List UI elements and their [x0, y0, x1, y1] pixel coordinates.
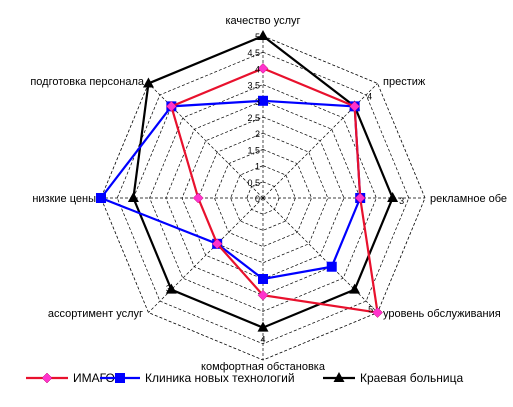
- axis-spoke: [262, 83, 378, 199]
- radial-tick-label: 5: [255, 32, 260, 42]
- legend-label: Краевая больница: [360, 371, 463, 385]
- data-point: [387, 192, 399, 202]
- radial-tick-label: 1: [255, 162, 260, 172]
- category-label: комфортная обстановка: [201, 361, 326, 373]
- grid-ring: [246, 181, 280, 215]
- data-point: [96, 193, 106, 203]
- data-label: 4: [260, 335, 265, 345]
- series-0: [166, 63, 383, 318]
- legend-label: ИМАГО: [73, 371, 115, 385]
- radial-tick-label: 2,5: [247, 113, 260, 123]
- data-point: [326, 261, 337, 272]
- grid-ring: [214, 149, 312, 247]
- data-point: [127, 192, 139, 202]
- data-point: [257, 289, 269, 301]
- legend-item: ИМАГО: [26, 371, 115, 385]
- data-point: [257, 30, 269, 40]
- category-labels: качество услуг престиж рекламное обе уровен…: [30, 15, 507, 373]
- radial-tick-label: 4: [255, 64, 260, 74]
- axis-spoke: [148, 83, 264, 199]
- category-label: престиж: [383, 76, 426, 88]
- grid-ring: [149, 84, 377, 312]
- radial-tick-label: 1,5: [247, 145, 260, 155]
- data-point: [349, 101, 360, 112]
- category-label: качество услуг: [225, 15, 300, 27]
- legend-marker: [41, 372, 53, 384]
- data-point: [354, 192, 366, 204]
- legend-item: Клиника новых технологий: [100, 371, 295, 385]
- legend-item: Краевая больница: [323, 371, 463, 385]
- data-point: [257, 63, 269, 74]
- data-point: [258, 95, 268, 106]
- data-label: 5: [368, 305, 373, 315]
- data-labels: 4 3 5 4 3: [166, 91, 404, 344]
- radial-tick-label: 0: [255, 194, 260, 204]
- data-point: [372, 307, 383, 318]
- data-point: [165, 283, 177, 294]
- legend-marker: [115, 373, 125, 383]
- legend-label: Клиника новых технологий: [145, 371, 295, 385]
- data-point: [142, 77, 154, 88]
- category-label: уровень обслуживания: [383, 308, 501, 320]
- grid-ring: [197, 132, 329, 264]
- radial-tick-label: 0,5: [247, 178, 260, 188]
- data-point: [166, 101, 177, 112]
- legend-marker: [333, 372, 345, 382]
- data-point: [192, 192, 204, 204]
- axis-spoke: [262, 197, 378, 313]
- data-point: [257, 321, 269, 332]
- radial-tick-label: 2: [255, 129, 260, 139]
- radial-tick-label: 3,5: [247, 81, 260, 91]
- radial-tick-label: 3: [255, 97, 260, 107]
- category-label: рекламное обе: [430, 193, 507, 205]
- data-point: [349, 283, 361, 294]
- radial-tick-labels: 0 0,5 1 1,5 2 2,5 3 3,5 4 4,5 5: [247, 32, 260, 204]
- category-label: подготовка персонала: [30, 76, 145, 88]
- category-label: низкие цены: [32, 193, 96, 205]
- data-label: 3: [399, 196, 404, 206]
- data-point: [258, 274, 268, 284]
- category-label: ассортимент услуг: [48, 308, 143, 320]
- legend: ИМАГО Клиника новых технологий Краевая бол…: [26, 371, 463, 385]
- grid-ring: [230, 165, 296, 231]
- radial-tick-label: 4,5: [247, 48, 260, 58]
- radar-series: [96, 30, 399, 332]
- data-label: 4: [367, 91, 372, 101]
- data-label: 3: [166, 284, 171, 294]
- data-point: [211, 238, 223, 250]
